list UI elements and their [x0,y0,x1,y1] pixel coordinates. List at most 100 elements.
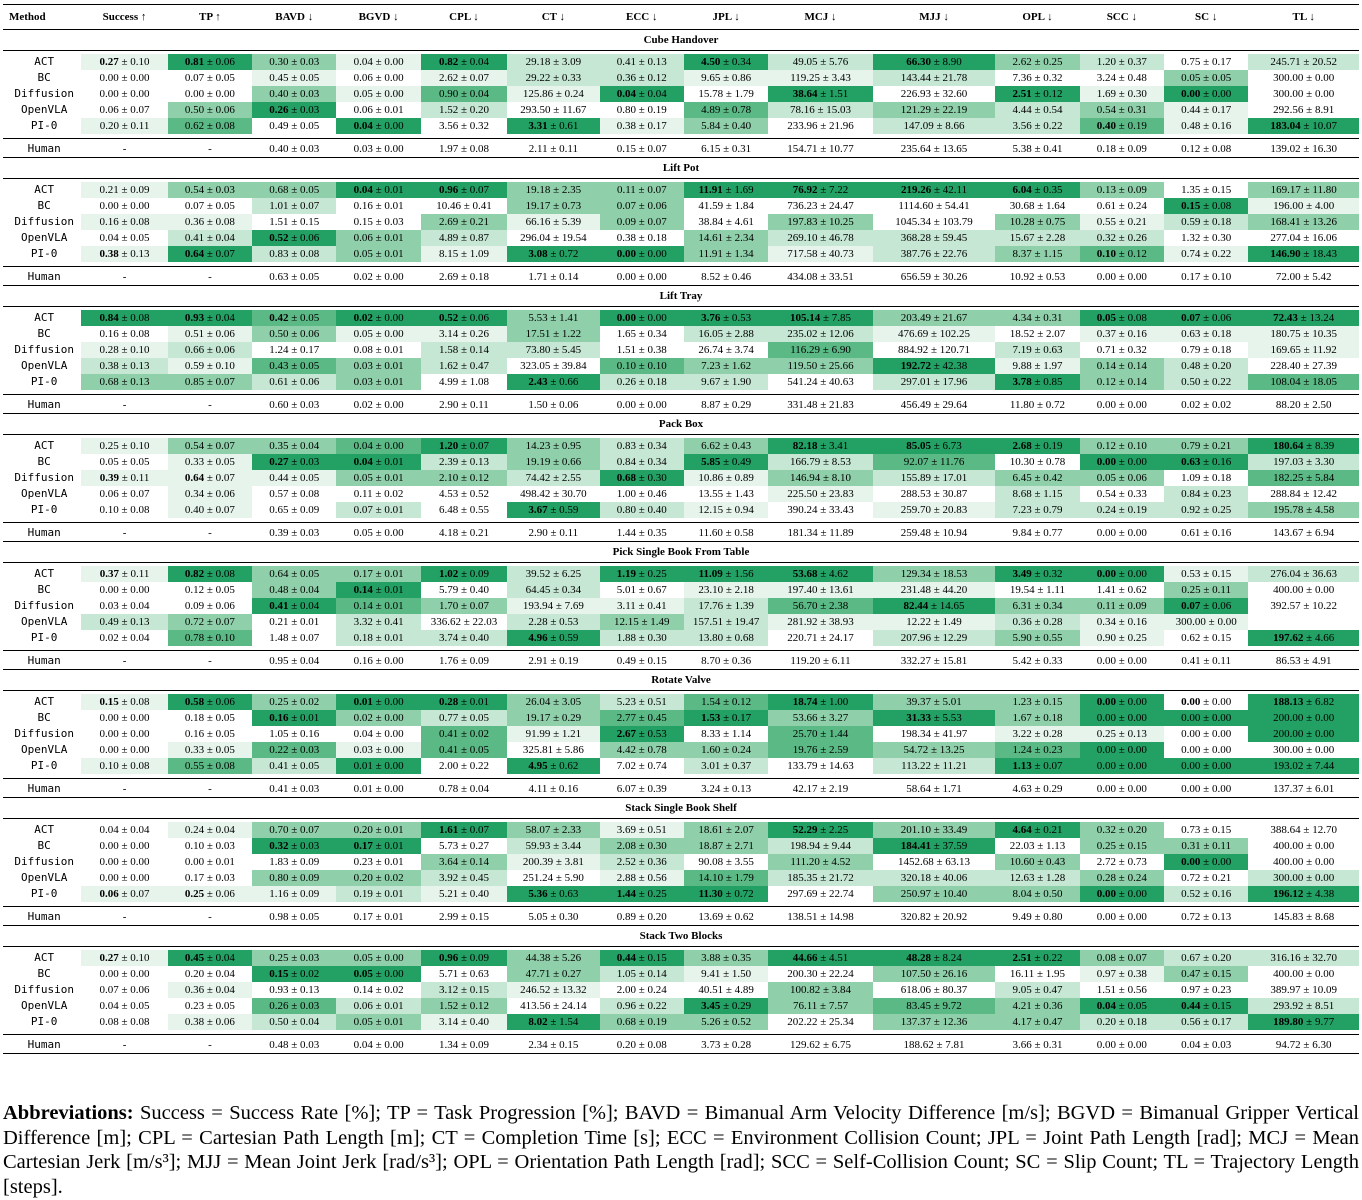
metric-cell: 0.96 ± 0.07 [420,182,508,198]
method-name: Human [3,525,82,542]
metric-cell: 133.79 ± 14.63 [768,758,873,774]
metric-cell: 58.07 ± 2.33 [507,822,600,838]
metric-cell: 0.84 ± 0.23 [1164,486,1249,502]
human-metric-cell: 0.00 ± 0.00 [599,269,684,286]
metric-cell: 5.85 ± 0.49 [683,454,769,470]
metric-cell: 3.12 ± 0.15 [420,982,508,998]
best-value: 31.33 [906,712,931,724]
metric-cell: 0.93 ± 0.04 [167,310,253,326]
human-metric-cell: 154.71 ± 10.77 [768,141,873,158]
metric-cell: 0.34 ± 0.16 [1079,614,1164,630]
best-value: 0.41 [269,600,289,612]
metric-cell: 0.36 ± 0.04 [167,982,253,998]
method-name: BC [37,71,51,84]
metric-cell: 0.36 ± 0.12 [599,70,684,86]
metric-cell: 0.51 ± 0.06 [167,326,253,342]
human-metric-cell: 331.48 ± 21.83 [768,397,873,414]
metric-cell: 0.03 ± 0.00 [336,742,421,758]
metric-cell: 3.22 ± 0.28 [995,726,1080,742]
human-metric-cell: 0.41 ± 0.11 [1164,653,1249,670]
best-value: 0.06 [99,888,119,900]
metric-cell: 4.34 ± 0.31 [995,310,1080,326]
metric-cell: 0.01 ± 0.00 [336,694,421,710]
metric-cell: 0.12 ± 0.05 [167,582,253,598]
metric-cell: 0.57 ± 0.08 [252,486,337,502]
column-header: MJJ ↓ [872,4,996,30]
metric-cell: 0.26 ± 0.03 [252,998,337,1014]
best-value: 0.05 [1096,312,1117,324]
metric-cell: 259.70 ± 20.83 [872,502,996,518]
human-metric-cell: 2.34 ± 0.15 [507,1037,600,1054]
best-value: 146.90 [1270,248,1301,260]
metric-cell: 3.74 ± 0.40 [420,630,508,646]
metric-cell: 26.74 ± 3.74 [683,342,769,358]
metric-cell: 9.05 ± 0.47 [995,982,1080,998]
metric-cell: 1.35 ± 0.15 [1164,182,1249,198]
metric-cell: 0.32 ± 0.03 [252,838,337,854]
method-name: Human [3,653,82,670]
column-header: BAVD ↓ [252,4,337,30]
metric-cell: 0.10 ± 0.03 [167,838,253,854]
human-metric-cell: 94.72 ± 6.30 [1248,1037,1359,1054]
metric-cell: 82.18 ± 3.41 [768,438,873,454]
metric-cell: 129.34 ± 18.53 [872,566,996,582]
metric-cell: 0.84 ± 0.34 [599,454,684,470]
metric-cell: 884.92 ± 120.71 [872,342,996,358]
metric-cell: 197.62 ± 4.66 [1248,630,1359,646]
task-section-header: Cube Handover [3,29,1359,51]
metric-cell: 297.69 ± 22.74 [768,886,873,902]
metric-cell: 0.66 ± 0.06 [167,342,253,358]
metric-cell: 0.63 ± 0.18 [1164,326,1249,342]
metric-cell: 6.62 ± 0.43 [683,438,769,454]
metric-cell: 6.31 ± 0.34 [995,598,1080,614]
metric-cell: 1.00 ± 0.46 [599,486,684,502]
column-header: SC ↓ [1164,4,1249,30]
metric-cell: 2.68 ± 0.19 [995,438,1080,454]
metric-cell: 0.33 ± 0.05 [167,454,253,470]
metric-cell: 0.00 ± 0.00 [1164,710,1249,726]
human-metric-cell: - [81,909,168,926]
metric-cell: 0.37 ± 0.11 [81,566,168,582]
method-name: PI-0 [30,759,58,772]
best-value: 0.37 [99,568,119,580]
metric-cell: 0.08 ± 0.01 [336,342,421,358]
column-header: CPL ↓ [420,4,508,30]
metric-cell: 4.21 ± 0.36 [995,998,1080,1014]
metric-cell: 541.24 ± 40.63 [768,374,873,390]
metric-cell: 0.61 ± 0.06 [252,374,337,390]
metric-cell: 1.20 ± 0.37 [1079,54,1164,70]
metric-cell: 0.07 ± 0.05 [167,198,253,214]
metric-cell: 200.00 ± 0.00 [1248,710,1359,726]
method-name: OpenVLA [20,999,68,1012]
metric-cell: 0.80 ± 0.19 [599,102,684,118]
method-row: BC 0.05 ± 0.05 0.33 ± 0.05 0.27 ± 0.03 0.04 … [3,454,1359,470]
metric-cell: 1.16 ± 0.09 [252,886,337,902]
metric-cell: 0.64 ± 0.07 [167,470,253,486]
best-value: 3.67 [528,504,548,516]
method-name: BC [37,839,51,852]
human-metric-cell: 0.00 ± 0.00 [1079,653,1164,670]
metric-cell: 1.70 ± 0.07 [420,598,508,614]
metric-cell: 293.92 ± 8.51 [1248,998,1359,1014]
metric-cell: 250.97 ± 10.40 [872,886,996,902]
metric-cell: 11.91 ± 1.69 [683,182,769,198]
method-row: BC 0.00 ± 0.00 0.18 ± 0.05 0.16 ± 0.01 0.02 … [3,710,1359,726]
metric-cell: 1.13 ± 0.07 [995,758,1080,774]
human-metric-cell: - [167,525,253,542]
method-name: PI-0 [30,503,58,516]
metric-cell: 200.30 ± 22.24 [768,966,873,982]
metric-cell: 8.02 ± 1.54 [507,1014,600,1030]
column-header: Success ↑ [81,4,168,30]
metric-cell: 5.79 ± 0.40 [420,582,508,598]
metric-cell: 0.00 ± 0.00 [81,70,168,86]
metric-cell: 19.76 ± 2.59 [768,742,873,758]
spacer-row [3,390,1359,395]
best-value: 3.49 [1012,568,1032,580]
metric-cell: 0.03 ± 0.04 [81,598,168,614]
metric-cell: 1.02 ± 0.09 [420,566,508,582]
best-value: 66.30 [906,56,931,68]
metric-cell: 0.64 ± 0.07 [167,246,253,262]
metric-cell: 137.37 ± 12.36 [872,1014,996,1030]
human-metric-cell: - [167,141,253,158]
method-row: BC 0.16 ± 0.08 0.51 ± 0.06 0.50 ± 0.06 0.05 … [3,326,1359,342]
